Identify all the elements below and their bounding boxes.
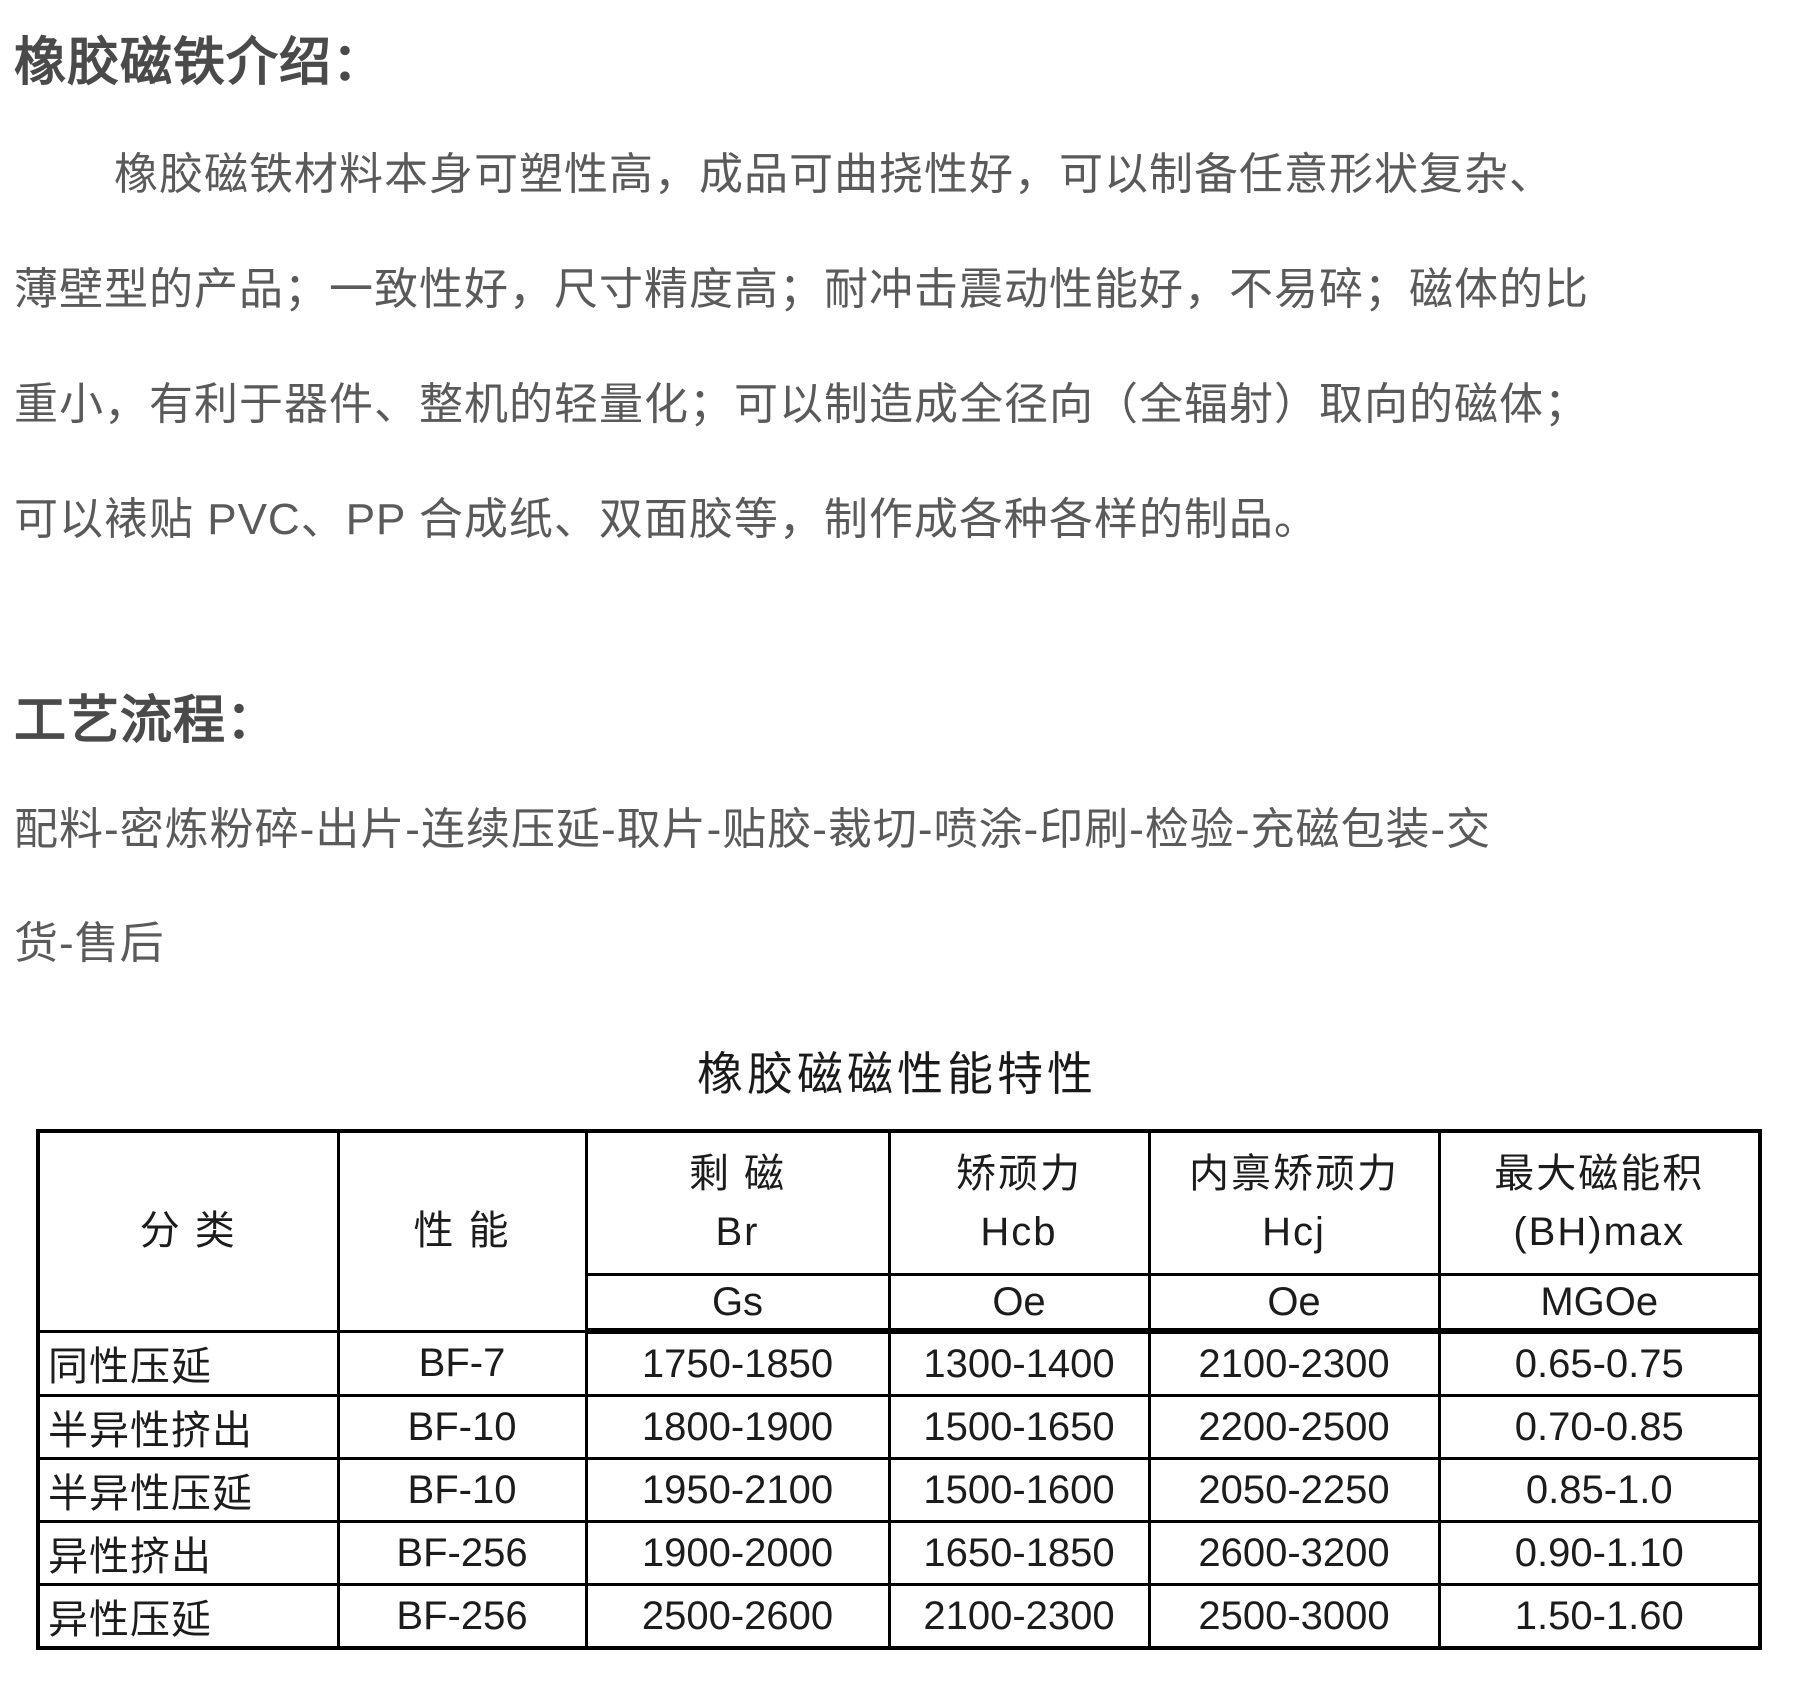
header-max-energy-product: 最大磁能积 (BH)max bbox=[1437, 1129, 1762, 1276]
cell-bhmax: 0.85-1.0 bbox=[1437, 1457, 1762, 1523]
cell-hcb: 1650-1850 bbox=[887, 1520, 1151, 1586]
cell-hcj: 2100-2300 bbox=[1147, 1329, 1441, 1397]
header-max-energy-product-name: 最大磁能积 bbox=[1494, 1152, 1705, 1196]
header-remanence-name: 剩 磁 bbox=[688, 1152, 787, 1196]
cell-br: 1800-1900 bbox=[584, 1394, 891, 1460]
table-header-row: 分 类 性 能 剩 磁 Br 矫顽力 Hcb 内禀矫顽力 Hcj 最大磁能积 (… bbox=[36, 1129, 1762, 1333]
cell-hcj: 2200-2500 bbox=[1147, 1394, 1441, 1460]
intro-line: 橡胶磁铁材料本身可塑性高，成品可曲挠性好，可以制备任意形状复杂、 bbox=[114, 150, 1554, 199]
unit-gs: Gs bbox=[584, 1273, 891, 1334]
process-heading: 工艺流程： bbox=[14, 692, 280, 750]
unit-mgoe: MGOe bbox=[1437, 1273, 1762, 1334]
intro-line: 可以裱贴 PVC、PP 合成纸、双面胶等，制作成各种各样的制品。 bbox=[14, 495, 1319, 544]
unit-oe-hcj: Oe bbox=[1147, 1273, 1441, 1334]
cell-bhmax: 0.70-0.85 bbox=[1437, 1394, 1762, 1460]
cell-br: 1900-2000 bbox=[584, 1520, 891, 1586]
intro-paragraph: 橡胶磁铁材料本身可塑性高，成品可曲挠性好，可以制备任意形状复杂、 薄壁型的产品；… bbox=[14, 117, 1779, 577]
intro-heading: 橡胶磁铁介绍： bbox=[14, 34, 386, 92]
table-body: 同性压延 BF-7 1750-1850 1300-1400 2100-2300 0.65-… bbox=[36, 1329, 1762, 1650]
cell-performance: BF-10 bbox=[336, 1394, 588, 1460]
cell-br: 1750-1850 bbox=[584, 1329, 891, 1397]
cell-br: 1950-2100 bbox=[584, 1457, 891, 1523]
table-row: 同性压延 BF-7 1750-1850 1300-1400 2100-2300 0.65-… bbox=[36, 1329, 1762, 1397]
cell-hcb: 1500-1600 bbox=[887, 1457, 1151, 1523]
document-page: 橡胶磁铁介绍： 橡胶磁铁材料本身可塑性高，成品可曲挠性好，可以制备任意形状复杂、… bbox=[14, 34, 1779, 1650]
unit-oe-hcb: Oe bbox=[887, 1273, 1151, 1334]
cell-hcj: 2600-3200 bbox=[1147, 1520, 1441, 1586]
intro-line: 重小，有利于器件、整机的轻量化；可以制造成全径向（全辐射）取向的磁体； bbox=[14, 380, 1589, 429]
process-line: 货-售后 bbox=[14, 919, 165, 968]
process-line: 配料-密炼粉碎-出片-连续压延-取片-贴胶-裁切-喷涂-印刷-检验-充磁包装-交 bbox=[14, 805, 1492, 854]
intro-line: 薄壁型的产品；一致性好，尺寸精度高；耐冲击震动性能好，不易碎；磁体的比 bbox=[14, 265, 1589, 314]
cell-hcb: 2100-2300 bbox=[887, 1583, 1151, 1650]
cell-br: 2500-2600 bbox=[584, 1583, 891, 1650]
cell-performance: BF-256 bbox=[336, 1520, 588, 1586]
cell-performance: BF-256 bbox=[336, 1583, 588, 1650]
cell-hcb: 1500-1650 bbox=[887, 1394, 1151, 1460]
performance-table: 分 类 性 能 剩 磁 Br 矫顽力 Hcb 内禀矫顽力 Hcj 最大磁能积 (… bbox=[36, 1129, 1762, 1650]
header-coercivity: 矫顽力 Hcb bbox=[887, 1129, 1151, 1276]
header-remanence-symbol: Br bbox=[715, 1210, 760, 1254]
header-performance: 性 能 bbox=[336, 1129, 588, 1333]
header-coercivity-symbol: Hcb bbox=[980, 1210, 1058, 1254]
cell-performance: BF-10 bbox=[336, 1457, 588, 1523]
cell-classification: 半异性挤出 bbox=[36, 1394, 340, 1460]
cell-performance: BF-7 bbox=[336, 1329, 588, 1397]
cell-hcb: 1300-1400 bbox=[887, 1329, 1151, 1397]
table-title: 橡胶磁磁性能特性 bbox=[697, 1048, 1097, 1100]
table-row: 半异性压延 BF-10 1950-2100 1500-1600 2050-2250 0.8… bbox=[36, 1457, 1762, 1523]
table-row: 异性压延 BF-256 2500-2600 2100-2300 2500-3000 1.5… bbox=[36, 1583, 1762, 1650]
cell-classification: 异性压延 bbox=[36, 1583, 340, 1650]
header-max-energy-product-symbol: (BH)max bbox=[1513, 1210, 1686, 1254]
cell-hcj: 2050-2250 bbox=[1147, 1457, 1441, 1523]
cell-hcj: 2500-3000 bbox=[1147, 1583, 1441, 1650]
cell-classification: 同性压延 bbox=[36, 1329, 340, 1397]
header-intrinsic-coercivity-symbol: Hcj bbox=[1262, 1210, 1326, 1254]
header-intrinsic-coercivity-name: 内禀矫顽力 bbox=[1189, 1152, 1399, 1196]
cell-bhmax: 1.50-1.60 bbox=[1437, 1583, 1762, 1650]
header-classification: 分 类 bbox=[36, 1129, 340, 1333]
header-intrinsic-coercivity: 内禀矫顽力 Hcj bbox=[1147, 1129, 1441, 1276]
cell-bhmax: 0.65-0.75 bbox=[1437, 1329, 1762, 1397]
table-row: 半异性挤出 BF-10 1800-1900 1500-1650 2200-2500 0.7… bbox=[36, 1394, 1762, 1460]
header-remanence: 剩 磁 Br bbox=[584, 1129, 891, 1276]
header-coercivity-name: 矫顽力 bbox=[956, 1152, 1082, 1196]
cell-bhmax: 0.90-1.10 bbox=[1437, 1520, 1762, 1586]
cell-classification: 半异性压延 bbox=[36, 1457, 340, 1523]
table-unit-row: Gs Oe Oe MGOe bbox=[38, 1273, 1762, 1334]
table-row: 异性挤出 BF-256 1900-2000 1650-1850 2600-3200 0.9… bbox=[36, 1520, 1762, 1586]
cell-classification: 异性挤出 bbox=[36, 1520, 340, 1586]
process-paragraph: 配料-密炼粉碎-出片-连续压延-取片-贴胶-裁切-喷涂-印刷-检验-充磁包装-交… bbox=[14, 773, 1779, 1001]
